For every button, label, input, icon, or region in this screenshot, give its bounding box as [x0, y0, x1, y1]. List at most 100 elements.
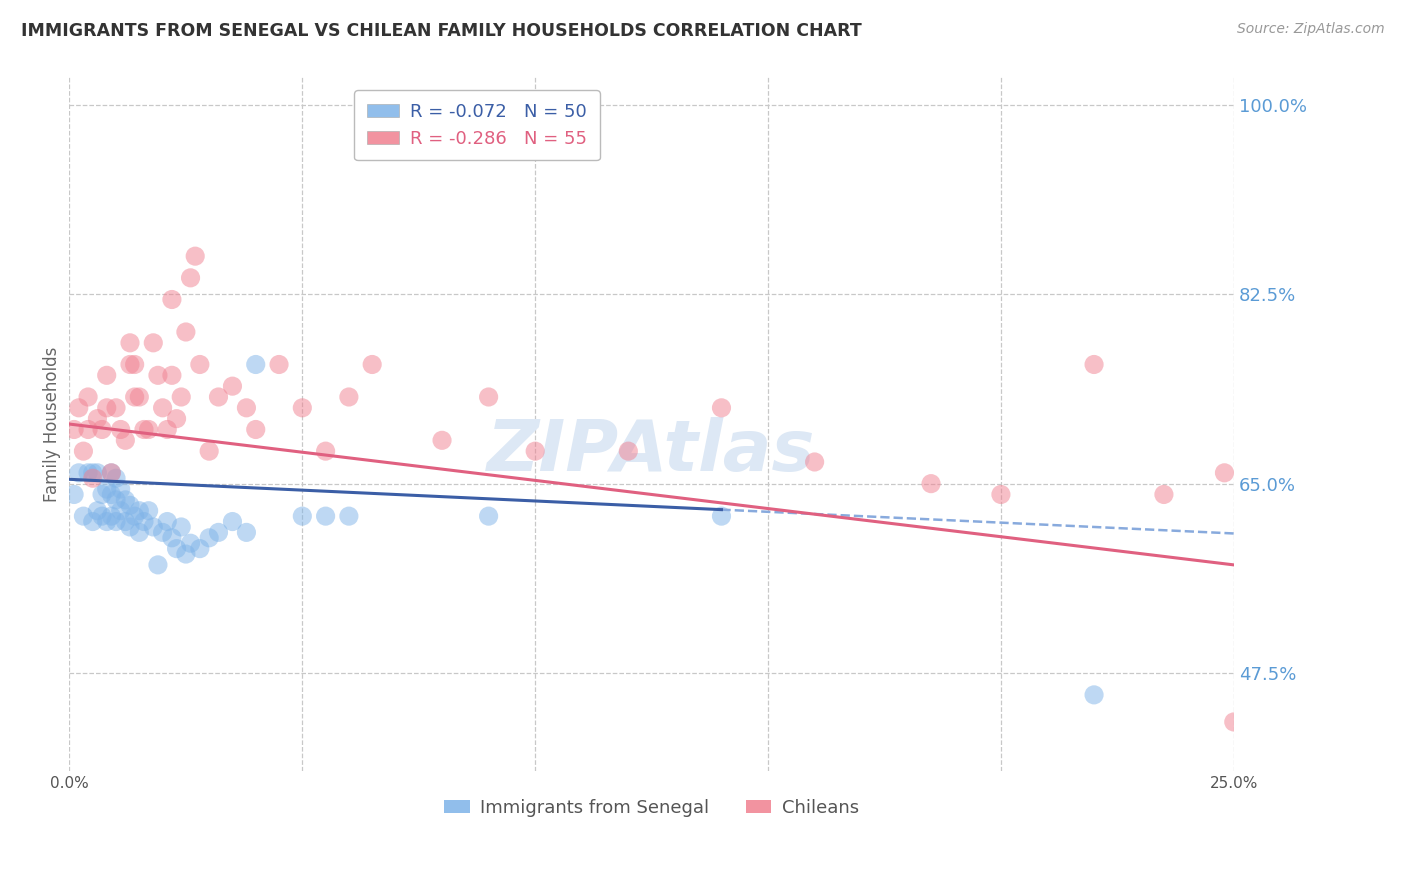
- Point: [184, 249, 207, 263]
- Point: [337, 509, 360, 524]
- Point: [96, 482, 118, 496]
- Point: [67, 466, 90, 480]
- Point: [124, 509, 146, 524]
- Point: [86, 504, 108, 518]
- Point: [118, 520, 141, 534]
- Point: [174, 325, 197, 339]
- Point: [100, 487, 122, 501]
- Point: [91, 422, 114, 436]
- Point: [100, 509, 122, 524]
- Point: [245, 422, 267, 436]
- Point: [67, 401, 90, 415]
- Point: [118, 335, 141, 350]
- Text: ZIPAtlas: ZIPAtlas: [488, 417, 815, 486]
- Text: Source: ZipAtlas.com: Source: ZipAtlas.com: [1237, 22, 1385, 37]
- Point: [291, 401, 314, 415]
- Point: [1083, 688, 1105, 702]
- Point: [188, 358, 211, 372]
- Point: [1213, 466, 1236, 480]
- Point: [291, 509, 314, 524]
- Point: [198, 444, 221, 458]
- Point: [132, 515, 155, 529]
- Point: [221, 515, 243, 529]
- Point: [118, 358, 141, 372]
- Point: [156, 515, 179, 529]
- Point: [267, 358, 290, 372]
- Point: [160, 293, 183, 307]
- Point: [166, 411, 188, 425]
- Point: [86, 466, 108, 480]
- Point: [146, 368, 169, 383]
- Point: [105, 492, 128, 507]
- Point: [63, 487, 86, 501]
- Point: [142, 335, 165, 350]
- Point: [100, 466, 122, 480]
- Point: [152, 401, 174, 415]
- Point: [77, 466, 100, 480]
- Point: [105, 471, 128, 485]
- Point: [221, 379, 243, 393]
- Point: [114, 492, 136, 507]
- Point: [110, 482, 132, 496]
- Point: [110, 504, 132, 518]
- Point: [337, 390, 360, 404]
- Point: [524, 444, 547, 458]
- Point: [170, 520, 193, 534]
- Point: [63, 422, 86, 436]
- Point: [91, 487, 114, 501]
- Point: [430, 434, 453, 448]
- Point: [138, 422, 160, 436]
- Point: [77, 422, 100, 436]
- Point: [478, 390, 501, 404]
- Point: [207, 525, 229, 540]
- Point: [245, 358, 267, 372]
- Point: [617, 444, 640, 458]
- Point: [114, 434, 136, 448]
- Point: [198, 531, 221, 545]
- Point: [166, 541, 188, 556]
- Point: [160, 368, 183, 383]
- Point: [114, 515, 136, 529]
- Point: [77, 390, 100, 404]
- Point: [96, 515, 118, 529]
- Point: [207, 390, 229, 404]
- Point: [132, 422, 155, 436]
- Point: [710, 401, 733, 415]
- Point: [152, 525, 174, 540]
- Point: [86, 411, 108, 425]
- Point: [105, 401, 128, 415]
- Legend: Immigrants from Senegal, Chileans: Immigrants from Senegal, Chileans: [437, 791, 866, 824]
- Point: [138, 504, 160, 518]
- Point: [118, 498, 141, 512]
- Point: [1083, 358, 1105, 372]
- Y-axis label: Family Households: Family Households: [44, 346, 60, 502]
- Point: [146, 558, 169, 572]
- Point: [315, 509, 337, 524]
- Point: [82, 466, 104, 480]
- Point: [128, 390, 150, 404]
- Text: IMMIGRANTS FROM SENEGAL VS CHILEAN FAMILY HOUSEHOLDS CORRELATION CHART: IMMIGRANTS FROM SENEGAL VS CHILEAN FAMIL…: [21, 22, 862, 40]
- Point: [72, 509, 94, 524]
- Point: [174, 547, 197, 561]
- Point: [156, 422, 179, 436]
- Point: [110, 422, 132, 436]
- Point: [100, 466, 122, 480]
- Point: [170, 390, 193, 404]
- Point: [478, 509, 501, 524]
- Point: [91, 509, 114, 524]
- Point: [920, 476, 942, 491]
- Point: [1153, 487, 1175, 501]
- Point: [72, 444, 94, 458]
- Point: [124, 390, 146, 404]
- Point: [361, 358, 384, 372]
- Point: [82, 515, 104, 529]
- Point: [128, 504, 150, 518]
- Point: [142, 520, 165, 534]
- Point: [803, 455, 825, 469]
- Point: [235, 525, 257, 540]
- Point: [160, 531, 183, 545]
- Point: [105, 515, 128, 529]
- Point: [990, 487, 1012, 501]
- Point: [124, 358, 146, 372]
- Point: [1223, 714, 1246, 729]
